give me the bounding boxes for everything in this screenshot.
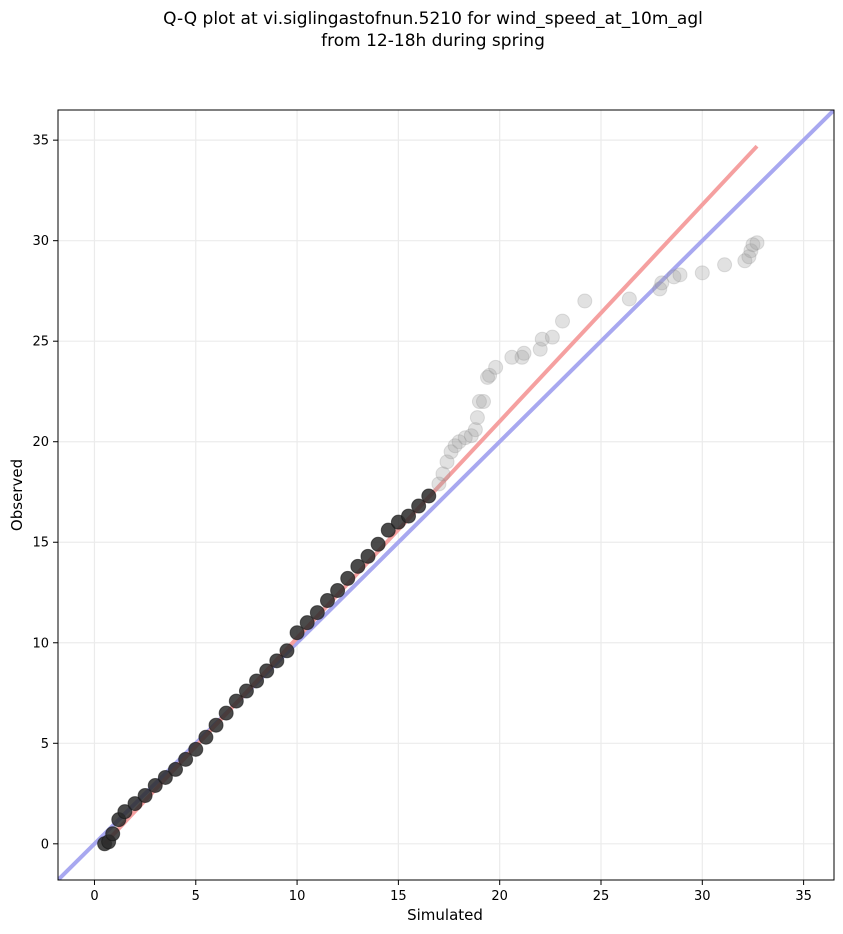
data-point	[279, 643, 295, 659]
data-point	[198, 729, 214, 745]
data-point	[370, 536, 386, 552]
x-tick-label: 20	[491, 889, 508, 904]
data-point	[127, 796, 143, 812]
y-tick-label: 0	[41, 837, 49, 852]
y-tick-label: 15	[32, 536, 49, 551]
data-point	[218, 705, 234, 721]
data-point	[137, 788, 153, 804]
axis-ticks: 0 5 10 15 20 25 30 35 0 5 10 15 20 25 30 35	[32, 134, 811, 904]
data-point	[299, 615, 315, 631]
data-point	[105, 826, 121, 842]
data-point	[208, 717, 224, 733]
data-point	[380, 522, 396, 538]
data-point	[544, 329, 560, 345]
data-point	[451, 434, 467, 450]
data-point	[482, 367, 498, 383]
data-point	[534, 331, 550, 347]
data-point	[741, 249, 757, 265]
chart-title: Q-Q plot at vi.siglingastofnun.5210 for …	[0, 8, 843, 52]
data-point	[421, 488, 437, 504]
data-point	[289, 625, 305, 641]
data-point	[330, 582, 346, 598]
y-tick-label: 25	[32, 335, 49, 350]
x-tick-label: 5	[192, 889, 200, 904]
data-point	[514, 349, 530, 365]
data-point	[516, 345, 532, 361]
x-tick-label: 15	[390, 889, 407, 904]
data-point	[228, 693, 244, 709]
x-tick-label: 25	[593, 889, 610, 904]
data-point	[188, 741, 204, 757]
y-tick-label: 20	[32, 435, 49, 450]
chart-title-line1: Q-Q plot at vi.siglingastofnun.5210 for …	[163, 9, 703, 29]
data-point	[443, 444, 459, 460]
data-point	[259, 663, 275, 679]
data-point	[457, 430, 473, 446]
data-point	[652, 281, 668, 297]
data-point	[435, 466, 451, 482]
data-point	[717, 257, 733, 273]
data-point	[469, 410, 485, 426]
data-point	[745, 237, 761, 253]
data-point	[157, 769, 173, 785]
data-point	[555, 313, 571, 329]
data-point	[350, 558, 366, 574]
data-point	[471, 394, 487, 410]
data-point	[178, 751, 194, 767]
y-tick-label: 5	[41, 737, 49, 752]
data-point	[401, 508, 417, 524]
plot-area-frame	[57, 109, 835, 881]
data-point	[488, 359, 504, 375]
data-point	[475, 394, 491, 410]
data-point	[666, 269, 682, 285]
data-point	[532, 341, 548, 357]
data-point	[309, 605, 325, 621]
data-point	[447, 438, 463, 454]
data-point	[439, 454, 455, 470]
data-point	[238, 683, 254, 699]
data-point	[319, 593, 335, 609]
data-point	[577, 293, 593, 309]
data-point	[672, 267, 688, 283]
x-tick-label: 10	[289, 889, 306, 904]
data-point	[269, 653, 285, 669]
y-tick-label: 30	[32, 234, 49, 249]
data-point	[411, 498, 427, 514]
data-point	[743, 243, 759, 259]
data-point	[654, 275, 670, 291]
y-tick-label: 10	[32, 636, 49, 651]
data-point	[749, 235, 765, 251]
data-point	[694, 265, 710, 281]
data-points	[97, 235, 765, 852]
data-point	[360, 548, 376, 564]
data-point	[480, 369, 496, 385]
data-point	[504, 349, 520, 365]
data-point	[467, 422, 483, 438]
data-point	[168, 761, 184, 777]
x-tick-label: 0	[90, 889, 98, 904]
data-point	[340, 570, 356, 586]
data-point	[147, 778, 163, 794]
identity-line	[58, 110, 834, 880]
x-axis-label: Simulated	[407, 906, 483, 924]
data-point	[117, 804, 133, 820]
chart-title-line2: from 12-18h during spring	[321, 31, 545, 51]
data-point	[621, 291, 637, 307]
y-axis-label: Observed	[8, 459, 26, 531]
data-point	[463, 428, 479, 444]
x-tick-label: 35	[795, 889, 812, 904]
data-point	[431, 476, 447, 492]
data-point	[249, 673, 265, 689]
x-tick-label: 30	[694, 889, 711, 904]
data-point	[737, 253, 753, 269]
y-tick-label: 35	[32, 134, 49, 149]
